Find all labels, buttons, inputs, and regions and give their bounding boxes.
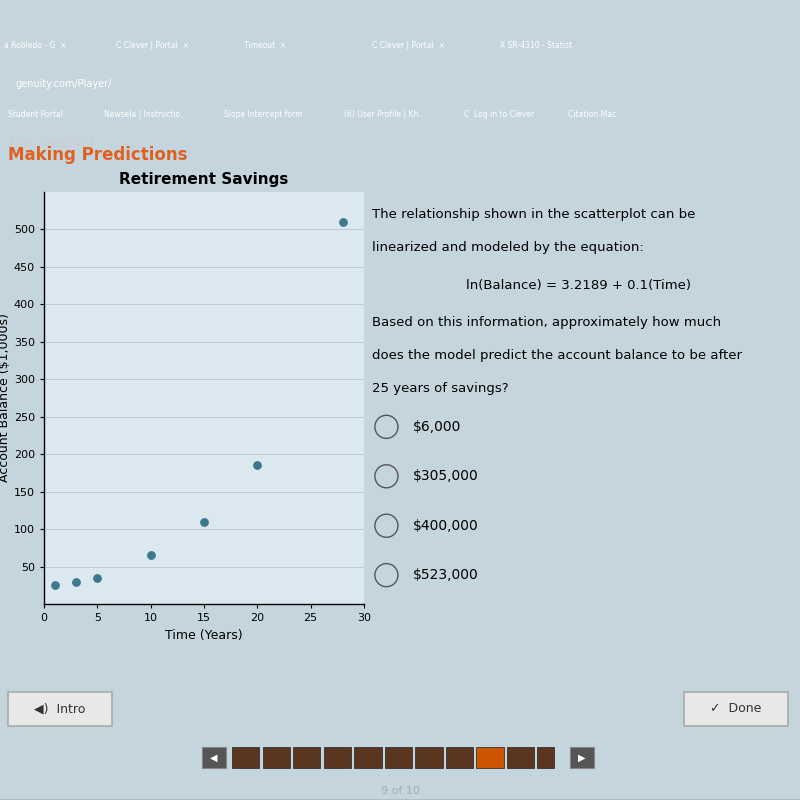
X-axis label: Time (Years): Time (Years) [165, 629, 243, 642]
Bar [293, 747, 321, 768]
Point [198, 515, 210, 528]
Text: $523,000: $523,000 [413, 568, 479, 582]
Bar [570, 747, 594, 768]
Y-axis label: Account Balance ($1,000s): Account Balance ($1,000s) [0, 314, 11, 482]
Text: does the model predict the account balance to be after: does the model predict the account balan… [372, 349, 742, 362]
Text: Based on this information, approximately how much: Based on this information, approximately… [372, 315, 721, 329]
Point [91, 571, 104, 584]
Text: Slope Intercept form: Slope Intercept form [224, 110, 302, 119]
Text: Citation Mac: Citation Mac [568, 110, 616, 119]
Text: $400,000: $400,000 [413, 518, 479, 533]
Text: a Robledo - G  ×: a Robledo - G × [4, 42, 66, 50]
Point [251, 459, 264, 472]
Text: $6,000: $6,000 [413, 420, 462, 434]
Bar [202, 747, 226, 768]
Text: ln(Balance) = 3.2189 + 0.1(Time): ln(Balance) = 3.2189 + 0.1(Time) [466, 278, 690, 291]
Bar [476, 747, 504, 768]
Bar [684, 693, 788, 726]
Point [144, 549, 157, 562]
Bar [507, 747, 534, 768]
Text: ◀: ◀ [210, 753, 218, 762]
Text: genuity.com/Player/: genuity.com/Player/ [16, 79, 112, 89]
Text: Student Portal: Student Portal [8, 110, 63, 119]
Title: Retirement Savings: Retirement Savings [119, 172, 289, 186]
Bar [385, 747, 412, 768]
Bar [8, 693, 112, 726]
Bar [446, 747, 473, 768]
Text: C Clever | Portal  ×: C Clever | Portal × [116, 42, 189, 50]
Text: C Clever | Portal  ×: C Clever | Portal × [372, 42, 445, 50]
Point [48, 579, 61, 592]
Bar [262, 747, 290, 768]
Text: ✓  Done: ✓ Done [710, 702, 762, 715]
Text: ◀)  Intro: ◀) Intro [34, 702, 86, 715]
Text: $305,000: $305,000 [413, 470, 479, 483]
Text: ▶: ▶ [578, 753, 586, 762]
Text: C  Log in to Clever: C Log in to Clever [464, 110, 534, 119]
Text: X SR-4310 - Statist: X SR-4310 - Statist [500, 42, 572, 50]
Point [336, 215, 349, 228]
Bar [232, 747, 259, 768]
Text: linearized and modeled by the equation:: linearized and modeled by the equation: [372, 242, 644, 254]
Bar [538, 747, 554, 768]
Text: A&B – 2883424: A&B – 2883424 [8, 139, 94, 149]
Text: Newsela | Instructio...: Newsela | Instructio... [104, 110, 187, 119]
Point [70, 575, 82, 588]
Bar [415, 747, 442, 768]
Text: The relationship shown in the scatterplot can be: The relationship shown in the scatterplo… [372, 209, 695, 222]
Text: 25 years of savings?: 25 years of savings? [372, 382, 509, 394]
Bar [324, 747, 351, 768]
Text: 9 of 10: 9 of 10 [381, 786, 419, 796]
Bar [354, 747, 382, 768]
Text: (6) User Profile | Kh...: (6) User Profile | Kh... [344, 110, 426, 119]
Text: Making Predictions: Making Predictions [8, 146, 187, 164]
Text: Timeout  ×: Timeout × [244, 42, 286, 50]
